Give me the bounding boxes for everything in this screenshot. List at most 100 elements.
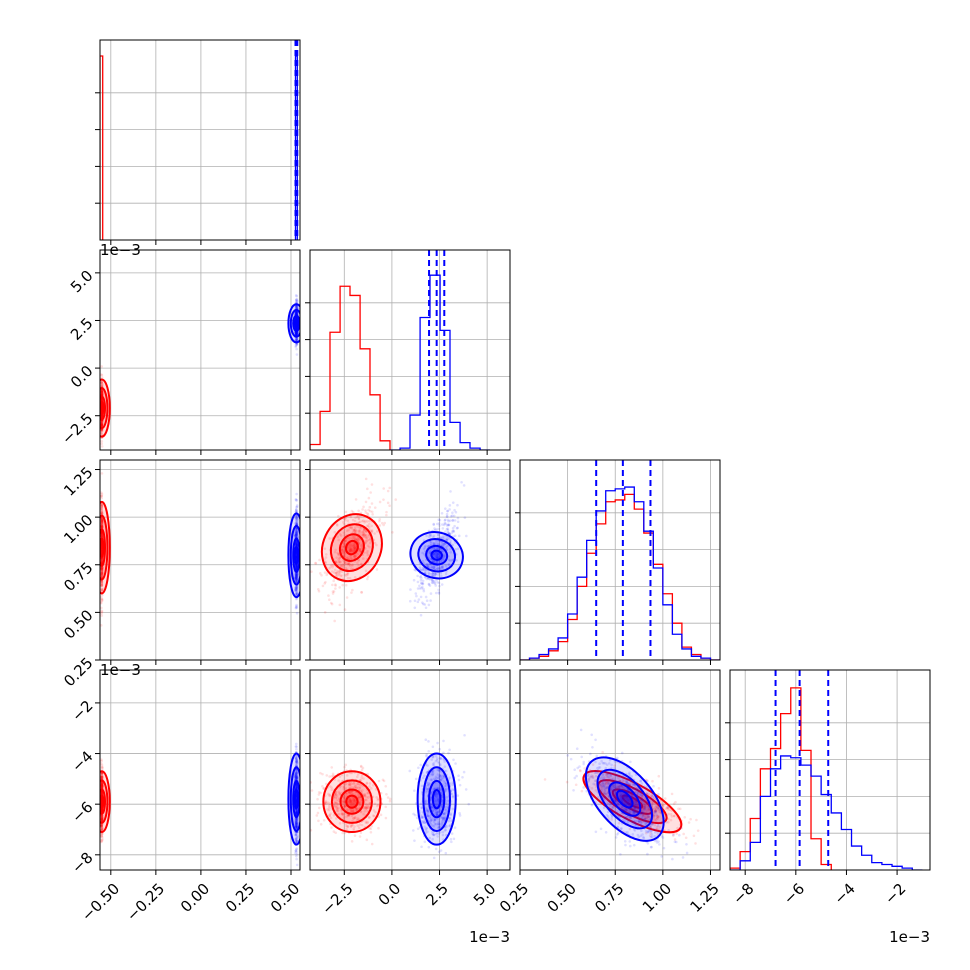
sample-point [351, 518, 355, 522]
sample-point [324, 553, 328, 556]
sample-point [360, 562, 363, 566]
sample-point [100, 814, 104, 818]
sample-point [382, 523, 385, 527]
sample-point [100, 809, 104, 812]
sample-point [295, 574, 299, 577]
sample-point [366, 806, 370, 809]
sample-point [294, 508, 298, 511]
sample-point [353, 786, 356, 790]
sample-point [444, 782, 448, 785]
sample-point [348, 783, 352, 786]
sample-point [295, 307, 298, 310]
sample-point [451, 511, 454, 515]
sample-point [321, 784, 324, 788]
sample-point [338, 533, 342, 536]
sample-point [350, 771, 354, 775]
sample-point [328, 785, 332, 788]
sample-point [295, 776, 299, 780]
sample-point [363, 794, 366, 798]
sample-point [100, 772, 104, 775]
sample-point [100, 785, 104, 788]
sample-point [295, 510, 299, 513]
sample-point [101, 519, 104, 522]
sample-point [294, 589, 298, 593]
sample-point [337, 538, 340, 542]
sample-point [100, 526, 104, 529]
sample-point [394, 498, 398, 501]
sample-point [352, 781, 356, 784]
sample-point [100, 532, 103, 535]
sample-point [432, 818, 436, 822]
sample-point [295, 823, 298, 827]
sample-point [294, 578, 298, 581]
sample-point [418, 587, 422, 590]
sample-point [295, 771, 298, 775]
sample-point [294, 777, 298, 780]
sample-point [295, 758, 298, 761]
sample-point [100, 423, 104, 427]
sample-point [424, 606, 428, 610]
sample-point [364, 537, 368, 540]
sample-point [429, 534, 433, 538]
sample-point [342, 785, 346, 789]
sample-point [337, 573, 341, 576]
sample-point [442, 779, 445, 783]
sample-point [100, 575, 104, 579]
sample-point [294, 822, 298, 826]
sample-point [100, 838, 103, 842]
sample-point [327, 594, 330, 597]
sample-point [382, 487, 385, 490]
sample-point [100, 511, 103, 514]
sample-point [334, 571, 338, 575]
sample-point [294, 564, 298, 567]
sample-point [369, 529, 373, 533]
sample-point [100, 781, 103, 785]
sample-point [100, 507, 104, 511]
sample-point [100, 520, 104, 523]
sample-point [437, 592, 441, 595]
sample-point [439, 787, 443, 791]
sample-point [100, 597, 104, 601]
sample-point [100, 525, 104, 529]
sample-point [100, 792, 103, 795]
sample-point [330, 786, 333, 789]
sample-point [429, 818, 433, 822]
sample-point [100, 510, 104, 514]
sample-point [432, 560, 435, 563]
sample-point [100, 774, 104, 778]
sample-point [348, 800, 352, 804]
sample-point [295, 332, 298, 335]
sample-point [364, 541, 368, 545]
sample-point [349, 549, 352, 553]
sample-point [446, 518, 450, 522]
sample-point [295, 848, 298, 851]
sample-point [295, 811, 298, 814]
sample-point [435, 556, 439, 560]
sample-point [295, 826, 298, 830]
sample-point [295, 810, 298, 813]
sample-point [100, 814, 103, 817]
sample-point [370, 529, 374, 532]
sample-point [430, 778, 434, 781]
sample-point [295, 520, 299, 524]
sample-point [100, 759, 103, 763]
sample-point [100, 393, 104, 397]
sample-point [295, 774, 298, 778]
sample-point [334, 831, 338, 835]
sample-point [357, 818, 361, 821]
sample-point [358, 803, 362, 807]
sample-point [378, 519, 381, 523]
sample-point [342, 815, 346, 819]
sample-point [343, 534, 346, 537]
sample-point [445, 545, 448, 548]
sample-point [100, 784, 104, 787]
sample-point [428, 584, 432, 587]
sample-point [100, 557, 104, 560]
sample-point [443, 536, 447, 540]
sample-point [350, 549, 354, 553]
sample-point [295, 747, 298, 751]
sample-point [348, 536, 351, 540]
sample-point [436, 773, 440, 776]
sample-point [436, 792, 440, 796]
sample-point [391, 531, 394, 534]
